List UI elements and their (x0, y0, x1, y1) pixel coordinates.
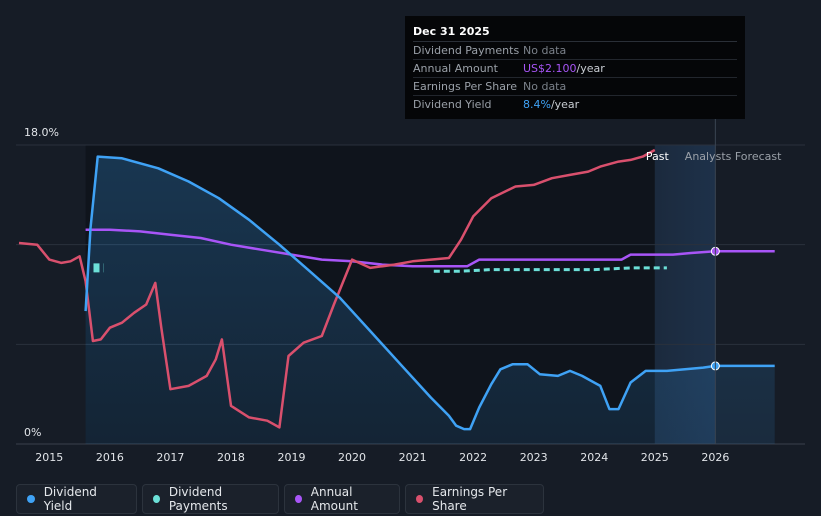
x-tick-label: 2025 (641, 451, 669, 464)
x-tick-label: 2020 (338, 451, 366, 464)
x-tick-label: 2023 (520, 451, 548, 464)
x-tick-label: 2016 (96, 451, 124, 464)
tooltip-value: No data (523, 44, 567, 57)
x-tick-label: 2018 (217, 451, 245, 464)
annual-amount-dot-icon (295, 495, 302, 503)
annual-amount-line (85, 228, 775, 268)
earnings-per-share-line (18, 148, 656, 429)
tooltip-value: US$2.100 (523, 62, 577, 75)
x-tick-label: 2024 (580, 451, 608, 464)
legend-label: Annual Amount (310, 485, 358, 513)
tooltip-label: Dividend Payments (413, 44, 520, 57)
tooltip-row-dividend-yield: Dividend Yield 8.4%/year (413, 96, 737, 113)
x-tick-label: 2026 (701, 451, 729, 464)
legend-annual-amount[interactable]: Annual Amount (284, 484, 400, 514)
y-axis-label-bottom: 0% (24, 426, 41, 439)
forecast-label: Analysts Forecast (685, 150, 782, 163)
legend-dividend-yield[interactable]: Dividend Yield (16, 484, 137, 514)
x-tick-label: 2015 (35, 451, 63, 464)
x-tick-label: 2021 (399, 451, 427, 464)
tooltip-unit: /year (550, 98, 580, 111)
legend-label: Earnings Per Share (432, 485, 508, 513)
dividend-yield-line (84, 155, 775, 431)
dividend-payments-dot-icon (153, 495, 160, 503)
past-label: Past (646, 150, 670, 163)
chart-legend: Dividend Yield Dividend Payments Annual … (16, 484, 544, 514)
tooltip-panel: Dec 31 2025 Dividend Payments No data An… (405, 16, 745, 119)
y-axis-label-top: 18.0% (24, 126, 59, 139)
legend-label: Dividend Yield (43, 485, 97, 513)
x-tick-label: 2017 (156, 451, 184, 464)
x-tick-label: 2022 (459, 451, 487, 464)
tooltip-row-earnings-per-share: Earnings Per Share No data (413, 78, 737, 96)
x-tick-label: 2019 (278, 451, 306, 464)
tooltip-value: 8.4% (523, 98, 551, 111)
earnings-per-share-dot-icon (416, 495, 424, 503)
tooltip-label: Annual Amount (413, 62, 498, 75)
dividend-yield-dot-icon (27, 495, 35, 503)
tooltip-label: Earnings Per Share (413, 80, 518, 93)
tooltip-row-annual-amount: Annual Amount US$2.100/year (413, 60, 737, 78)
tooltip-unit: /year (576, 62, 605, 75)
legend-dividend-payments[interactable]: Dividend Payments (142, 484, 279, 514)
legend-earnings-per-share[interactable]: Earnings Per Share (405, 484, 544, 514)
legend-label: Dividend Payments (168, 485, 228, 513)
tooltip-row-dividend-payments: Dividend Payments No data (413, 42, 737, 60)
tooltip-value: No data (523, 80, 567, 93)
tooltip-date: Dec 31 2025 (413, 22, 737, 42)
tooltip-label: Dividend Yield (413, 98, 492, 111)
